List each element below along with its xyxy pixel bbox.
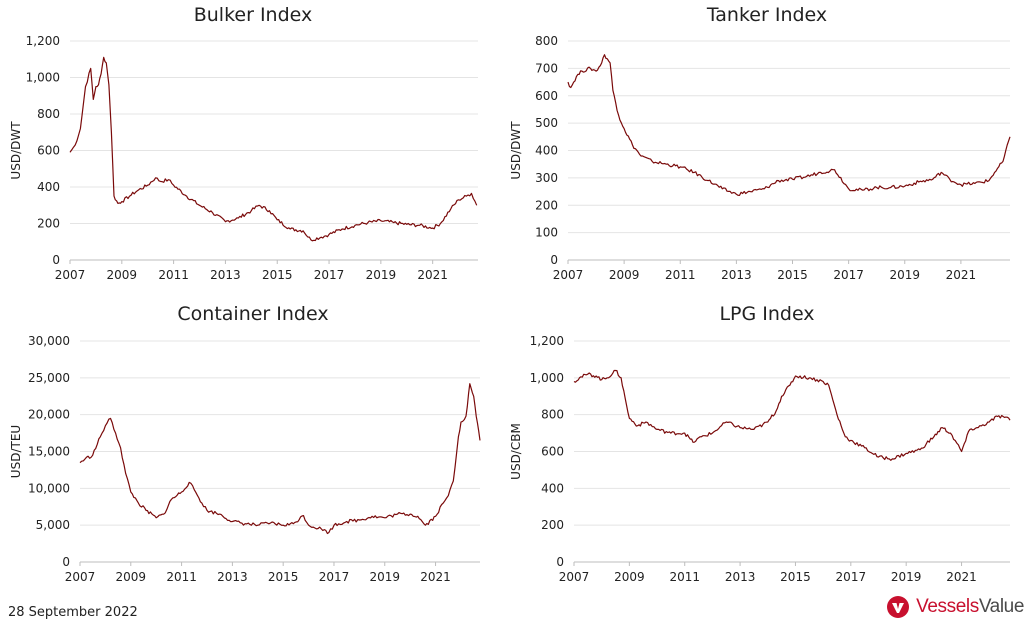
tanker-series-line (567, 54, 1011, 196)
bulker-y-tick-label: 0 (52, 253, 60, 267)
brand-name-part-vessels: Vessels (916, 596, 979, 617)
bulker-y-tick-label: 1,200 (26, 34, 60, 48)
container-y-tick-label: 20,000 (28, 408, 70, 422)
container-y-axis-label: USD/TEU (9, 425, 23, 478)
tanker-y-tick-label: 600 (535, 89, 558, 103)
vessels-value-logo-icon (887, 596, 910, 618)
container-x-tick-label: 2011 (166, 570, 197, 584)
lpg-x-tick-label: 2021 (946, 570, 977, 584)
tanker-x-tick-label: 2019 (889, 268, 920, 282)
lpg-y-axis-label: USD/CBM (509, 423, 523, 480)
lpg-y-tick-label: 1,200 (530, 334, 564, 348)
bulker-x-tick-label: 2015 (262, 268, 293, 282)
container-x-tick-label: 2015 (268, 570, 299, 584)
bulker-x-tick-label: 2019 (366, 268, 397, 282)
bulker-chart: Bulker Index 0 200 400 600 800 1,000 1,200 2007 2… (9, 4, 478, 282)
tanker-y-tick-label: 200 (535, 198, 558, 212)
brand-logo: VesselsValue (886, 594, 1024, 620)
bulker-x-tick-label: 2021 (417, 268, 448, 282)
container-series-line (79, 383, 481, 535)
container-y-tick-label: 15,000 (28, 445, 70, 459)
tanker-y-tick-label: 800 (535, 34, 558, 48)
lpg-series-line (573, 369, 1011, 461)
lpg-y-tick-label: 200 (541, 518, 564, 532)
lpg-x-tick-label: 2011 (669, 570, 700, 584)
bulker-series-line (69, 56, 478, 242)
lpg-x-tick-label: 2015 (780, 570, 811, 584)
bulker-y-tick-label: 800 (37, 107, 60, 121)
container-x-tick-label: 2007 (65, 570, 96, 584)
tanker-x-tick-label: 2011 (665, 268, 696, 282)
lpg-y-tick-label: 600 (541, 445, 564, 459)
bulker-y-axis-label: USD/DWT (9, 121, 23, 180)
lpg-x-tick-label: 2013 (725, 570, 756, 584)
lpg-y-tick-label: 0 (556, 555, 564, 569)
tanker-x-tick-label: 2009 (609, 268, 640, 282)
bulker-x-tick-label: 2011 (158, 268, 189, 282)
tanker-x-tick-label: 2015 (777, 268, 808, 282)
lpg-x-tick-label: 2017 (836, 570, 867, 584)
brand-name-part-value: Value (978, 596, 1025, 617)
bulker-x-tick-label: 2017 (314, 268, 345, 282)
lpg-x-tick-label: 2019 (891, 570, 922, 584)
brand-name: VesselsValue (916, 596, 1024, 618)
tanker-y-tick-label: 300 (535, 171, 558, 185)
tanker-x-tick-label: 2017 (833, 268, 864, 282)
bulker-x-tick-label: 2009 (107, 268, 138, 282)
bulker-title: Bulker Index (194, 4, 313, 26)
tanker-x-tick-label: 2007 (553, 268, 584, 282)
tanker-title: Tanker Index (706, 4, 827, 26)
tanker-x-tick-label: 2013 (721, 268, 752, 282)
bulker-x-tick-label: 2007 (55, 268, 86, 282)
lpg-y-tick-label: 1,000 (530, 371, 564, 385)
bulker-y-tick-label: 400 (37, 180, 60, 194)
container-y-tick-label: 0 (62, 555, 70, 569)
footer-date: 28 September 2022 (8, 605, 138, 620)
lpg-x-tick-label: 2009 (614, 570, 645, 584)
container-x-tick-label: 2019 (369, 570, 400, 584)
bulker-y-tick-label: 1,000 (26, 71, 60, 85)
container-x-tick-label: 2013 (217, 570, 248, 584)
container-y-tick-label: 5,000 (36, 518, 70, 532)
container-x-tick-label: 2017 (319, 570, 350, 584)
lpg-y-tick-label: 800 (541, 408, 564, 422)
tanker-y-tick-label: 700 (535, 61, 558, 75)
bulker-x-tick-label: 2013 (210, 268, 241, 282)
lpg-chart: LPG Index 0 200 400 600 800 1,000 1,200 2007 2009… (509, 303, 1011, 584)
tanker-y-tick-label: 100 (535, 226, 558, 240)
tanker-y-tick-label: 500 (535, 116, 558, 130)
container-title: Container Index (177, 303, 328, 325)
tanker-chart: Tanker Index 0 100 200 300 400 500 600 700 800 200… (509, 4, 1011, 282)
lpg-title: LPG Index (719, 303, 814, 325)
bulker-y-tick-label: 200 (37, 217, 60, 231)
container-y-tick-label: 25,000 (28, 371, 70, 385)
container-x-tick-label: 2009 (116, 570, 147, 584)
tanker-y-tick-label: 400 (535, 144, 558, 158)
container-y-tick-label: 10,000 (28, 481, 70, 495)
container-chart: Container Index 0 5,000 10,000 15,000 20,000 2… (9, 303, 481, 584)
lpg-y-tick-label: 400 (541, 481, 564, 495)
container-y-tick-label: 30,000 (28, 334, 70, 348)
tanker-y-tick-label: 0 (550, 253, 558, 267)
tanker-x-tick-label: 2021 (946, 268, 977, 282)
bulker-y-tick-label: 600 (37, 144, 60, 158)
container-x-tick-label: 2021 (420, 570, 451, 584)
lpg-x-tick-label: 2007 (559, 570, 590, 584)
tanker-y-axis-label: USD/DWT (509, 121, 523, 180)
